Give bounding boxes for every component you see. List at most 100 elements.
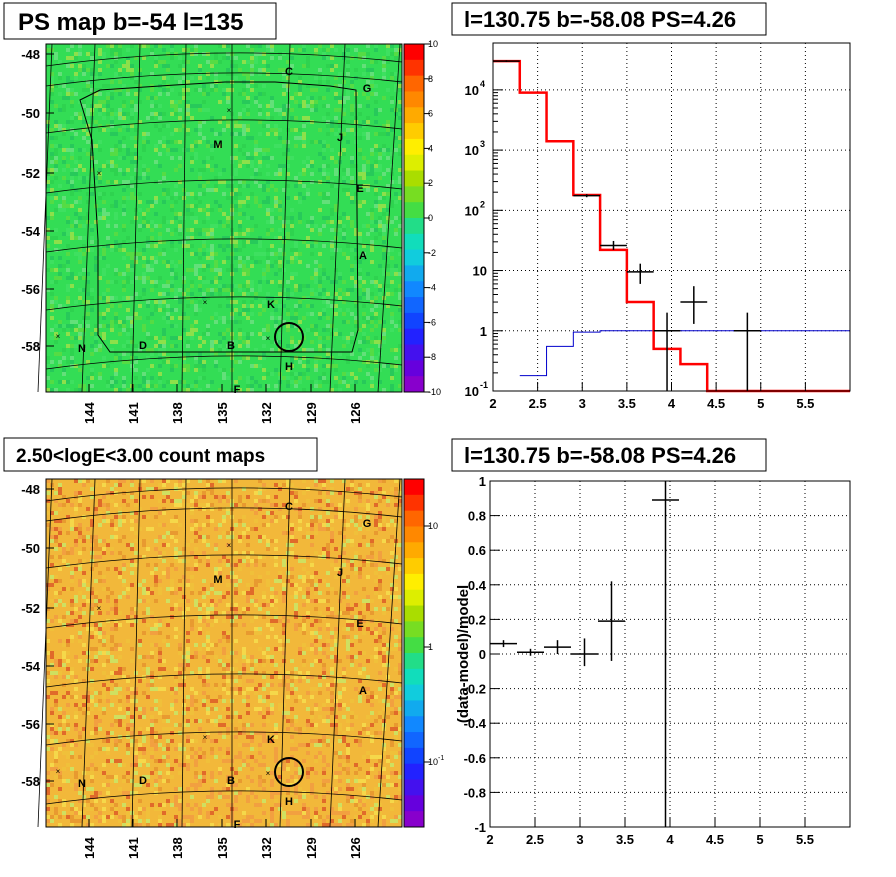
map-pixel (358, 340, 362, 344)
map-pixel (354, 507, 358, 511)
map-pixel (318, 715, 322, 719)
map-pixel (382, 647, 386, 651)
map-pixel (50, 727, 54, 731)
map-pixel (106, 180, 110, 184)
map-pixel (314, 76, 318, 80)
map-pixel (74, 252, 78, 256)
map-pixel (50, 152, 54, 156)
map-pixel (278, 316, 282, 320)
map-pixel (158, 344, 162, 348)
map-pixel (362, 156, 366, 160)
map-pixel (242, 356, 246, 360)
map-pixel (202, 160, 206, 164)
map-pixel (266, 384, 270, 388)
map-pixel (82, 224, 86, 228)
map-pixel (118, 140, 122, 144)
map-pixel (346, 336, 350, 340)
map-pixel (210, 483, 214, 487)
map-pixel (334, 268, 338, 272)
map-pixel (246, 156, 250, 160)
colorbar-swatch (404, 171, 424, 187)
map-pixel (342, 671, 346, 675)
map-pixel (258, 52, 262, 56)
map-pixel (86, 296, 90, 300)
map-pixel (190, 711, 194, 715)
map-pixel (326, 511, 330, 515)
map-pixel (382, 68, 386, 72)
map-pixel (126, 491, 130, 495)
map-pixel (302, 100, 306, 104)
map-pixel (178, 579, 182, 583)
map-pixel (62, 204, 66, 208)
map-pixel (242, 499, 246, 503)
map-pixel (246, 671, 250, 675)
map-pixel (166, 152, 170, 156)
map-pixel (246, 292, 250, 296)
map-pixel (206, 707, 210, 711)
map-pixel (206, 324, 210, 328)
map-pixel (146, 695, 150, 699)
map-pixel (126, 316, 130, 320)
map-pixel (218, 284, 222, 288)
map-pixel (186, 364, 190, 368)
map-pixel (318, 691, 322, 695)
map-pixel (194, 531, 198, 535)
map-pixel (342, 292, 346, 296)
map-pixel (182, 723, 186, 727)
map-pixel (150, 723, 154, 727)
map-pixel (330, 503, 334, 507)
map-pixel (382, 491, 386, 495)
map-pixel (350, 711, 354, 715)
map-pixel (122, 284, 126, 288)
map-pixel (370, 228, 374, 232)
map-pixel (146, 563, 150, 567)
map-pixel (370, 60, 374, 64)
map-pixel (122, 352, 126, 356)
map-pixel (70, 739, 74, 743)
map-pixel (398, 176, 402, 180)
map-pixel (358, 328, 362, 332)
map-pixel (70, 308, 74, 312)
map-pixel (270, 603, 274, 607)
map-pixel (278, 683, 282, 687)
map-pixel (54, 196, 58, 200)
map-pixel (186, 643, 190, 647)
map-pixel (330, 120, 334, 124)
map-pixel (66, 639, 70, 643)
map-pixel (250, 312, 254, 316)
map-pixel (278, 228, 282, 232)
map-pixel (258, 647, 262, 651)
map-pixel (54, 236, 58, 240)
map-pixel (374, 523, 378, 527)
map-pixel (234, 76, 238, 80)
map-pixel (270, 128, 274, 132)
map-pixel (362, 651, 366, 655)
map-pixel (122, 288, 126, 292)
map-pixel (270, 208, 274, 212)
map-pixel (210, 503, 214, 507)
map-pixel (258, 695, 262, 699)
map-pixel (158, 483, 162, 487)
map-pixel (242, 108, 246, 112)
map-pixel (266, 655, 270, 659)
map-pixel (242, 515, 246, 519)
map-pixel (342, 168, 346, 172)
map-pixel (126, 751, 130, 755)
map-pixel (246, 659, 250, 663)
map-pixel (318, 340, 322, 344)
map-pixel (162, 667, 166, 671)
map-pixel (374, 563, 378, 567)
map-pixel (206, 503, 210, 507)
map-pixel (162, 336, 166, 340)
map-pixel (162, 747, 166, 751)
map-pixel (130, 260, 134, 264)
map-pixel (178, 651, 182, 655)
map-pixel (110, 328, 114, 332)
map-pixel (118, 479, 122, 483)
map-pixel (174, 276, 178, 280)
map-pixel (370, 551, 374, 555)
map-pixel (242, 232, 246, 236)
map-pixel (162, 292, 166, 296)
map-pixel (358, 743, 362, 747)
map-pixel (78, 68, 82, 72)
